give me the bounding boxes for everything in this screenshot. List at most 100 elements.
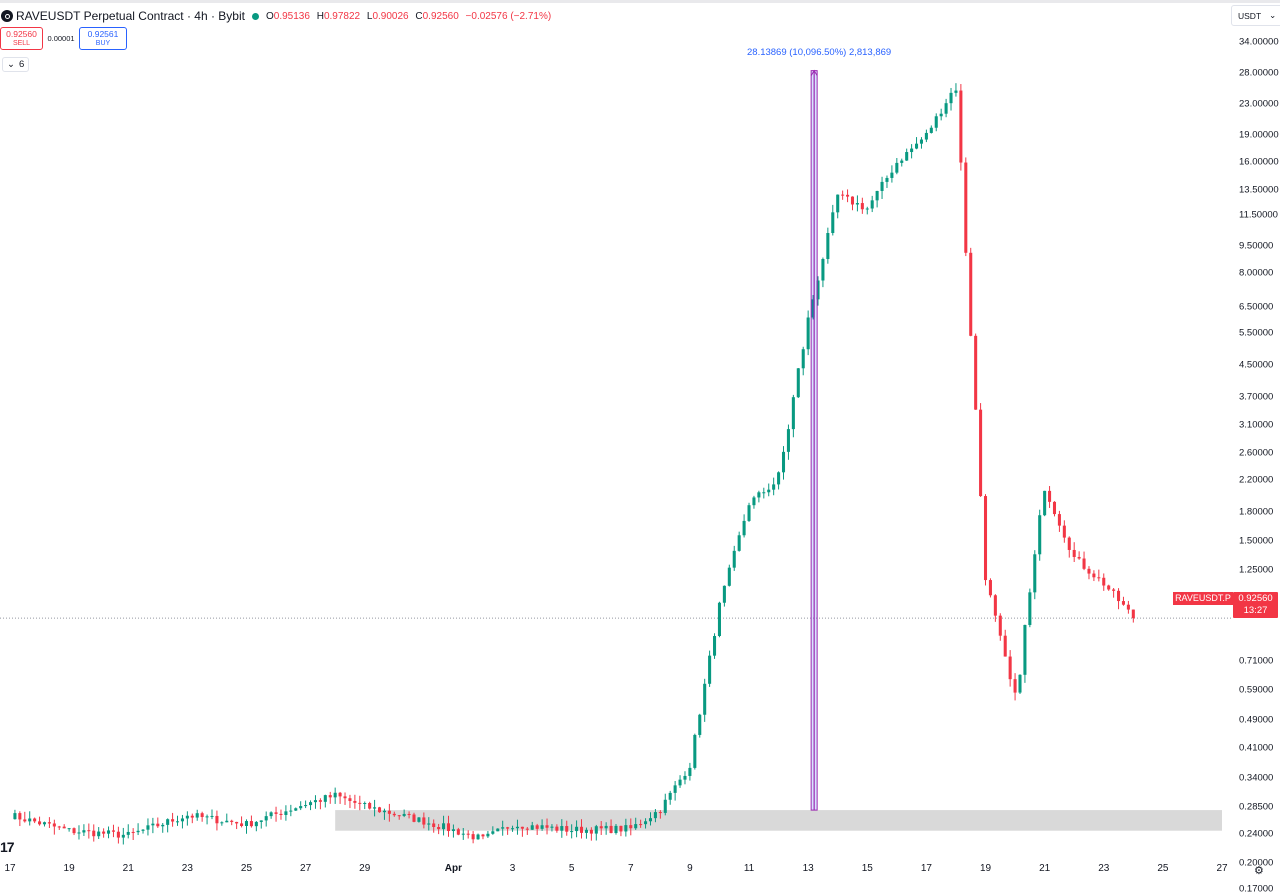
candle-down: [1097, 577, 1101, 579]
candle-up: [225, 820, 229, 823]
candle-down: [446, 823, 451, 832]
time-tick: 17: [4, 863, 16, 874]
candle-up: [678, 779, 682, 786]
candle-up: [195, 813, 199, 818]
buy-button[interactable]: 0.92561 BUY: [79, 27, 127, 50]
candle-down: [240, 823, 244, 826]
candle-up: [363, 803, 367, 805]
candle-up: [205, 816, 209, 818]
candle-up: [496, 828, 500, 832]
candle-down: [171, 819, 175, 822]
candle-up: [491, 831, 495, 834]
candle-up: [855, 203, 859, 205]
candle-up: [895, 162, 899, 173]
candle-down: [545, 825, 549, 828]
candle-up: [634, 824, 638, 829]
candle-down: [62, 826, 66, 829]
sell-button[interactable]: 0.92560 SELL: [0, 27, 43, 50]
symbol-title[interactable]: RAVEUSDT Perpetual Contract · 4h · Bybit: [16, 9, 245, 23]
candle-down: [111, 830, 115, 832]
candle-down: [1072, 549, 1076, 557]
price-tick: 19.00000: [1239, 129, 1279, 141]
candle-up: [781, 451, 786, 473]
candle-up: [1043, 490, 1047, 516]
candle-up: [67, 828, 71, 830]
candle-down: [1117, 590, 1121, 602]
price-tick: 2.20000: [1239, 474, 1274, 486]
price-tick: 0.28500: [1239, 801, 1274, 813]
candle-up: [161, 824, 165, 827]
spread-value: 0.00001: [47, 34, 75, 43]
price-tick: 1.50000: [1239, 535, 1274, 547]
candle-down: [353, 800, 357, 803]
candlestick-chart[interactable]: [0, 0, 1232, 862]
candle-down: [599, 826, 603, 829]
price-tick: 1.80000: [1239, 506, 1274, 518]
candle-down: [456, 829, 460, 835]
candle-up: [540, 825, 544, 829]
candle-down: [969, 252, 973, 336]
price-tick: 8.00000: [1239, 267, 1274, 279]
candle-down: [860, 203, 864, 210]
time-tick: 3: [509, 863, 516, 874]
candle-up: [141, 829, 145, 831]
gear-icon[interactable]: ⚙: [1254, 865, 1264, 877]
candle-down: [988, 580, 992, 596]
price-axis[interactable]: 34.00000 28.00000 23.00000 19.00000 16.00000…: [1232, 0, 1280, 894]
candle-up: [717, 602, 721, 637]
trade-panel: 0.92560 SELL 0.00001 0.92561 BUY: [0, 27, 127, 50]
candle-down: [230, 820, 234, 822]
candle-up: [417, 817, 421, 822]
candle-up: [875, 190, 879, 201]
measure-arrow: [810, 69, 818, 76]
time-tick: 19: [63, 863, 75, 874]
candle-down: [52, 823, 56, 827]
candle-down: [432, 823, 436, 828]
chart-legend: RAVEUSDT Perpetual Contract · 4h · Bybit…: [0, 8, 555, 24]
price-tick: 5.50000: [1239, 327, 1274, 339]
candle-up: [550, 826, 554, 828]
candle-down: [87, 830, 91, 832]
currency-select[interactable]: USDT ⌄: [1231, 5, 1280, 26]
candle-up: [77, 832, 81, 834]
candle-up: [727, 567, 731, 586]
candle-down: [47, 822, 51, 824]
candle-up: [220, 822, 224, 824]
measure-label: 28.13869 (10,096.50%) 2,813,869: [747, 47, 892, 58]
candle-down: [1048, 490, 1052, 502]
candle-up: [476, 834, 480, 840]
candle-up: [299, 806, 303, 809]
candle-up: [811, 299, 815, 318]
candle-up: [511, 828, 515, 830]
candle-down: [1008, 656, 1012, 680]
candle-up: [402, 813, 406, 816]
candle-up: [530, 825, 534, 830]
price-tick: 23.00000: [1239, 98, 1279, 110]
candle-down: [525, 828, 529, 830]
time-tick: 21: [122, 863, 134, 874]
candle-up: [604, 825, 608, 829]
candle-up: [757, 492, 761, 498]
tradingview-logo[interactable]: 17: [0, 839, 15, 855]
candle-up: [865, 208, 869, 210]
chevron-down-icon: ⌄: [7, 59, 15, 70]
price-tick: 28.00000: [1239, 67, 1279, 79]
time-axis[interactable]: 17 19 21 23 25 27 29 Apr 3 5 7 9 11 13 15 17 19 21 23 25 27: [0, 862, 1232, 878]
time-tick: 23: [1098, 863, 1110, 874]
price-tick: 0.41000: [1239, 742, 1274, 754]
candle-up: [126, 831, 130, 835]
candle-up: [752, 497, 756, 506]
price-tick: 0.17000: [1239, 883, 1274, 895]
candle-down: [1102, 577, 1106, 586]
indicators-toggle[interactable]: ⌄ 6: [2, 57, 30, 72]
candle-up: [515, 826, 519, 829]
candle-down: [412, 814, 416, 822]
candle-up: [570, 831, 574, 833]
candle-down: [1003, 635, 1007, 657]
candle-up: [919, 139, 923, 144]
time-tick: 27: [300, 863, 312, 874]
candle-up: [175, 821, 180, 823]
candle-up: [1028, 592, 1032, 625]
candle-up: [683, 775, 687, 780]
time-tick: 19: [979, 863, 992, 874]
